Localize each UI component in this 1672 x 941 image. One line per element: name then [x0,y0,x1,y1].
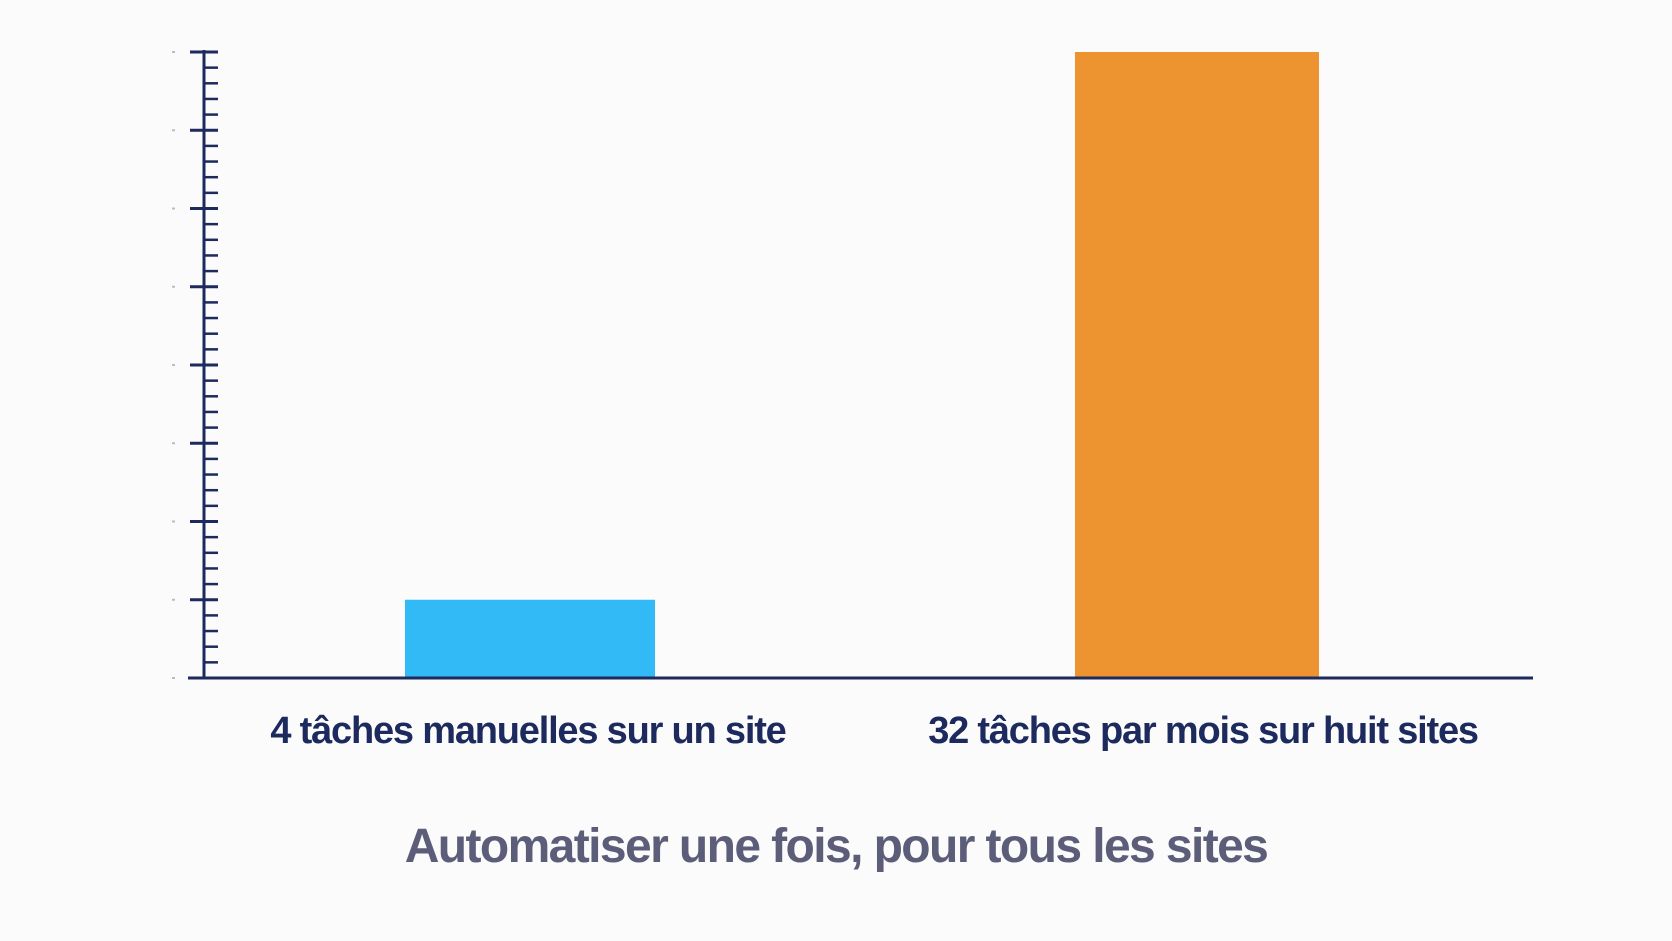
bars [405,52,1319,677]
x-tick-label-2: 32 tâches par mois sur huit sites [928,710,1478,752]
x-tick-label-1: 4 tâches manuelles sur un site [270,710,785,752]
category-labels: 4 tâches manuelles sur un site 32 tâches … [270,710,1479,752]
bar-2 [1075,52,1319,677]
bar-1 [405,599,655,677]
chart-caption: Automatiser une fois, pour tous les site… [405,820,1268,873]
y-axis [172,50,218,680]
